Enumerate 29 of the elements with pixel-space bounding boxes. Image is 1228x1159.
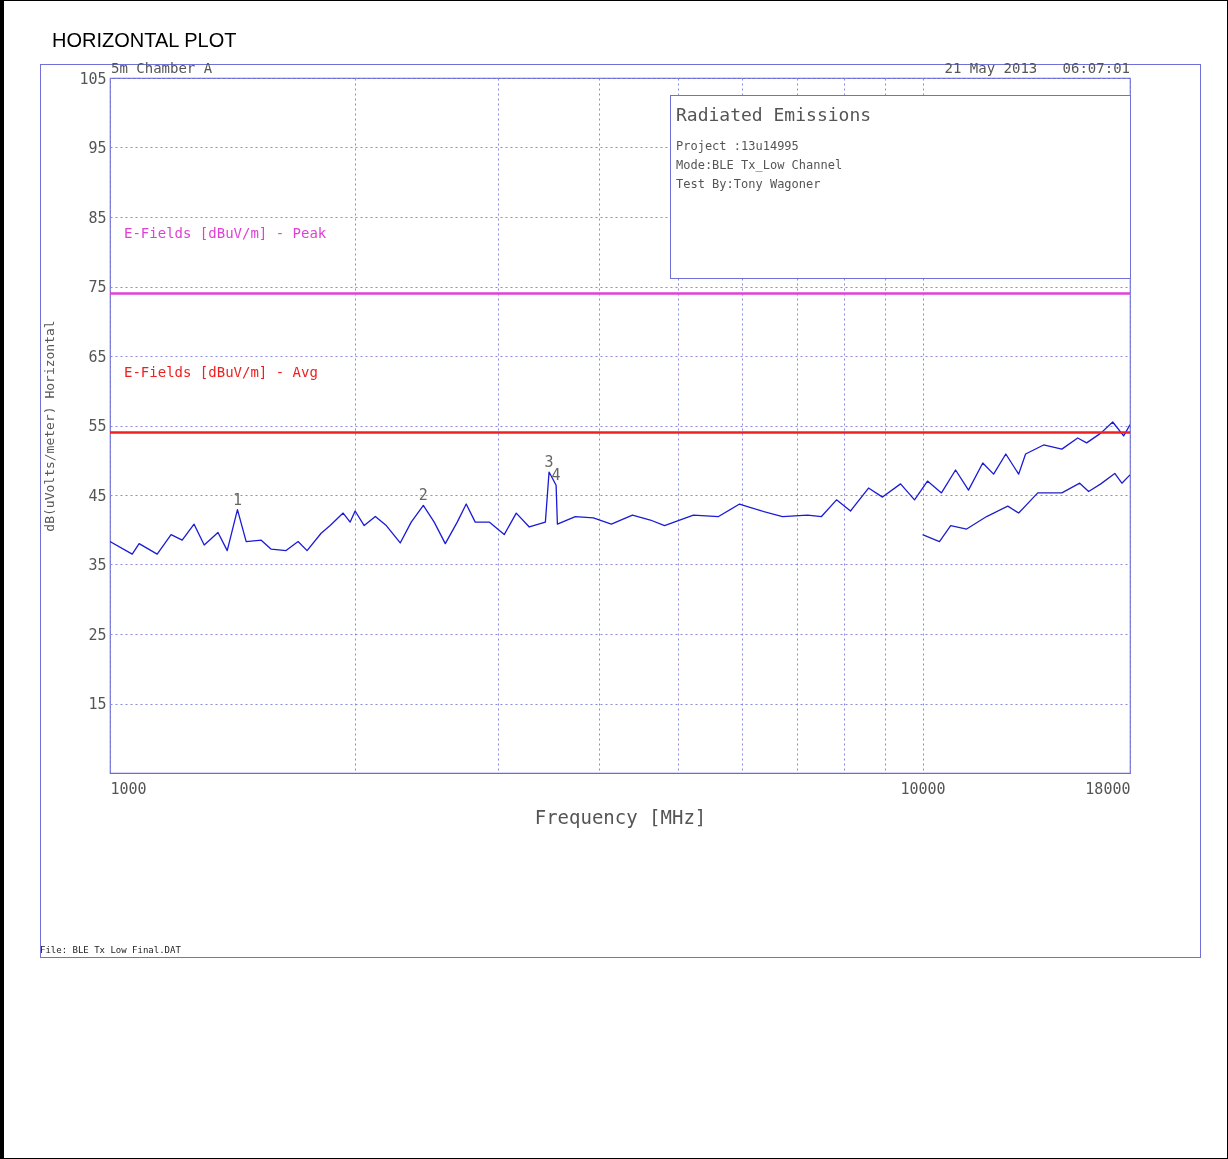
annotation: 4 xyxy=(551,466,561,485)
y-tick-label: 105 xyxy=(79,69,107,88)
x-tick-label: 18000 xyxy=(1085,779,1131,798)
y-tick-label: 65 xyxy=(88,347,107,366)
chart-title: HORIZONTAL PLOT xyxy=(52,29,237,51)
annotation: Radiated Emissions xyxy=(676,104,872,125)
y-tick-label: 85 xyxy=(88,208,107,227)
x-axis-title: Frequency [MHz] xyxy=(534,805,707,828)
ref-line-label: E-Fields [dBuV/m] - Avg xyxy=(124,364,318,381)
y-tick-label: 45 xyxy=(88,486,107,505)
text: 21 May 2013 06:07:01 xyxy=(944,60,1130,76)
annotation: 2 xyxy=(418,486,428,505)
y-tick-label: 75 xyxy=(88,278,107,296)
x-tick-label: 1000 xyxy=(110,779,147,798)
y-tick-label: 25 xyxy=(88,625,107,644)
y-tick-label: 35 xyxy=(88,556,107,574)
ref-line-label: E-Fields [dBuV/m] - Peak xyxy=(124,225,327,242)
annotation: Test By:Tony Wagoner xyxy=(676,177,821,191)
annotation: Mode:BLE Tx_Low Channel xyxy=(676,158,843,172)
x-tick-label: 10000 xyxy=(900,779,946,798)
text: 5m Chamber A xyxy=(111,60,213,76)
annotation: 3 xyxy=(544,453,554,472)
y-tick-label: 55 xyxy=(88,417,107,435)
y-axis-title: dB(uVolts/meter) Horizontal xyxy=(42,320,58,532)
annotation: 1 xyxy=(232,490,242,509)
text: File: BLE Tx Low Final.DAT xyxy=(40,945,181,955)
y-tick-label: 15 xyxy=(88,695,107,713)
y-tick-label: 95 xyxy=(88,139,107,157)
annotation: Project :13u14995 xyxy=(676,139,799,153)
